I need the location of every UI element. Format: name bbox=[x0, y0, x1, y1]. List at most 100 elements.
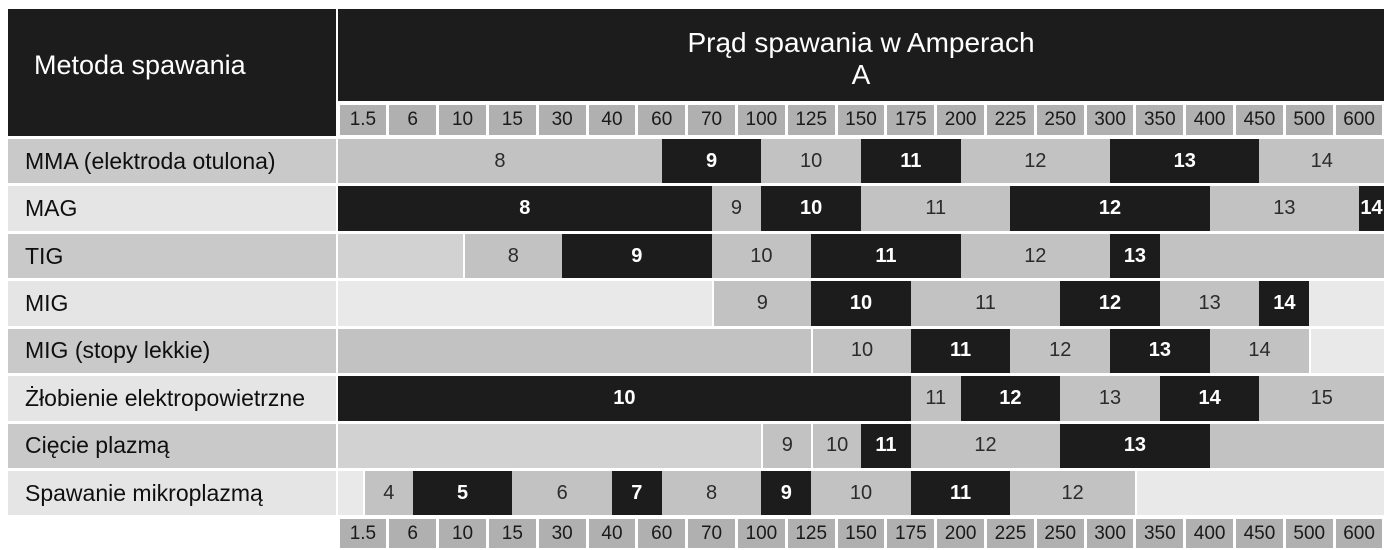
row-background-segment bbox=[338, 423, 762, 468]
axis-cell-bottom: 400 bbox=[1186, 519, 1234, 548]
shade-band: 5 bbox=[412, 471, 513, 516]
axis-cell-bottom: 10 bbox=[439, 519, 486, 548]
shade-band: 13 bbox=[1209, 186, 1360, 231]
shade-band: 11 bbox=[861, 423, 911, 468]
shade-band: 13 bbox=[1060, 423, 1210, 468]
method-label: Spawanie mikroplazmą bbox=[8, 471, 336, 516]
shade-band: 8 bbox=[338, 186, 712, 231]
shade-band: 13 bbox=[1110, 139, 1260, 184]
axis-cell-top: 175 bbox=[887, 105, 935, 135]
shade-band: 13 bbox=[1060, 376, 1160, 421]
axis-cell-top: 400 bbox=[1186, 105, 1234, 135]
band-row: 8 9 10 11 12 13 14 bbox=[338, 186, 1384, 231]
shade-band: 10 bbox=[338, 376, 911, 421]
axis-cell-bottom: 175 bbox=[887, 519, 935, 548]
shade-band: 4 bbox=[364, 471, 413, 516]
axis-cell-bottom: 1.5 bbox=[339, 519, 387, 548]
axis-cell-top: 70 bbox=[688, 105, 735, 135]
method-label: Żłobienie elektropowietrzne bbox=[8, 376, 336, 421]
method-label: Cięcie plazmą bbox=[8, 423, 336, 468]
shade-band: 14 bbox=[1209, 328, 1310, 374]
axis-cell-top: 350 bbox=[1136, 105, 1184, 135]
shade-band: 9 bbox=[761, 471, 812, 516]
shade-band: 14 bbox=[1359, 186, 1384, 231]
shade-band: 11 bbox=[861, 186, 1011, 231]
axis-cell-bottom: 200 bbox=[937, 519, 984, 548]
shade-band: 14 bbox=[1159, 376, 1260, 421]
axis-cell-top: 100 bbox=[737, 105, 785, 135]
shade-band: 11 bbox=[910, 328, 1011, 374]
row-background-segment bbox=[338, 233, 463, 279]
axis-cell-bottom: 125 bbox=[787, 519, 835, 548]
axis-cell-top: 125 bbox=[787, 105, 835, 135]
shade-band: 9 bbox=[562, 233, 712, 279]
axis-cell-top: 500 bbox=[1285, 105, 1333, 135]
method-label: MAG bbox=[8, 186, 336, 231]
shade-band: 13 bbox=[1110, 233, 1160, 279]
band-row: 8 9 10 11 12 13 14 bbox=[338, 139, 1384, 184]
shade-band: 15 bbox=[1259, 376, 1384, 421]
current-axis-top: 1.5 6 10 15 30 40 60 70 100 125 150 175 200 225 250 300… bbox=[338, 105, 1384, 135]
axis-cell-top: 6 bbox=[389, 105, 437, 135]
shade-band: 13 bbox=[1159, 281, 1260, 326]
shade-band: 14 bbox=[1259, 139, 1384, 184]
shade-band: 11 bbox=[910, 471, 1011, 516]
shade-band: 8 bbox=[661, 471, 762, 516]
axis-cell-bottom: 100 bbox=[737, 519, 785, 548]
axis-cell-top: 200 bbox=[937, 105, 984, 135]
row-background-segment bbox=[1209, 423, 1384, 468]
shade-band: 8 bbox=[338, 139, 662, 184]
shade-band: 10 bbox=[711, 233, 812, 279]
axis-cell-top: 30 bbox=[538, 105, 586, 135]
axis-cell-bottom: 150 bbox=[837, 519, 885, 548]
shade-band: 10 bbox=[813, 423, 861, 468]
band-row: 4 5 6 7 8 9 10 11 12 bbox=[338, 471, 1384, 516]
band-row: 9 10 11 12 13 14 bbox=[338, 281, 1384, 326]
shade-band: 8 bbox=[464, 233, 563, 279]
shade-band: 12 bbox=[910, 423, 1061, 468]
axis-cell-top: 60 bbox=[638, 105, 686, 135]
axis-cell-top: 40 bbox=[588, 105, 636, 135]
shade-band: 11 bbox=[861, 139, 961, 184]
band-row: 10 11 12 13 14 15 bbox=[338, 376, 1384, 421]
shade-band: 11 bbox=[811, 233, 961, 279]
shade-band: 10 bbox=[811, 281, 911, 326]
band-row: 9 10 11 12 13 bbox=[338, 423, 1384, 468]
shade-band: 10 bbox=[811, 471, 911, 516]
axis-cell-top: 450 bbox=[1236, 105, 1283, 135]
axis-cell-bottom: 225 bbox=[987, 519, 1034, 548]
row-background-segment bbox=[338, 471, 363, 516]
method-label: MIG bbox=[8, 281, 336, 326]
current-title: Prąd spawania w Amperach bbox=[687, 27, 1035, 58]
shade-band: 9 bbox=[763, 423, 812, 468]
shade-band: 10 bbox=[761, 139, 861, 184]
shade-band: 14 bbox=[1259, 281, 1310, 326]
axis-cell-bottom: 60 bbox=[638, 519, 686, 548]
axis-cell-bottom: 500 bbox=[1285, 519, 1333, 548]
band-row: 8 9 10 11 12 13 bbox=[338, 233, 1384, 279]
axis-cell-bottom: 350 bbox=[1136, 519, 1184, 548]
current-axis-bottom: 1.5 6 10 15 30 40 60 70 100 125 150 175 200 225 250 300… bbox=[338, 519, 1384, 548]
axis-cell-top: 15 bbox=[488, 105, 536, 135]
shade-band: 12 bbox=[960, 139, 1111, 184]
row-background-segment bbox=[1159, 233, 1384, 279]
axis-cell-top: 1.5 bbox=[339, 105, 387, 135]
method-label: TIG bbox=[8, 233, 336, 279]
shade-band: 12 bbox=[960, 233, 1111, 279]
method-label: MIG (stopy lekkie) bbox=[8, 328, 336, 374]
shade-band: 12 bbox=[1010, 328, 1111, 374]
shade-band: 13 bbox=[1110, 328, 1210, 374]
shade-band: 7 bbox=[611, 471, 662, 516]
shade-band: 10 bbox=[813, 328, 911, 374]
axis-cell-bottom: 250 bbox=[1036, 519, 1084, 548]
axis-cell-bottom: 30 bbox=[538, 519, 586, 548]
row-background-segment bbox=[1309, 281, 1384, 326]
shade-band: 12 bbox=[960, 376, 1061, 421]
axis-cell-top: 300 bbox=[1086, 105, 1134, 135]
band-row: 10 11 12 13 14 bbox=[338, 328, 1384, 374]
row-background-segment bbox=[1136, 471, 1384, 516]
shade-band: 10 bbox=[761, 186, 861, 231]
current-header: Prąd spawania w Amperach A bbox=[338, 9, 1384, 101]
current-unit: A bbox=[851, 59, 871, 90]
